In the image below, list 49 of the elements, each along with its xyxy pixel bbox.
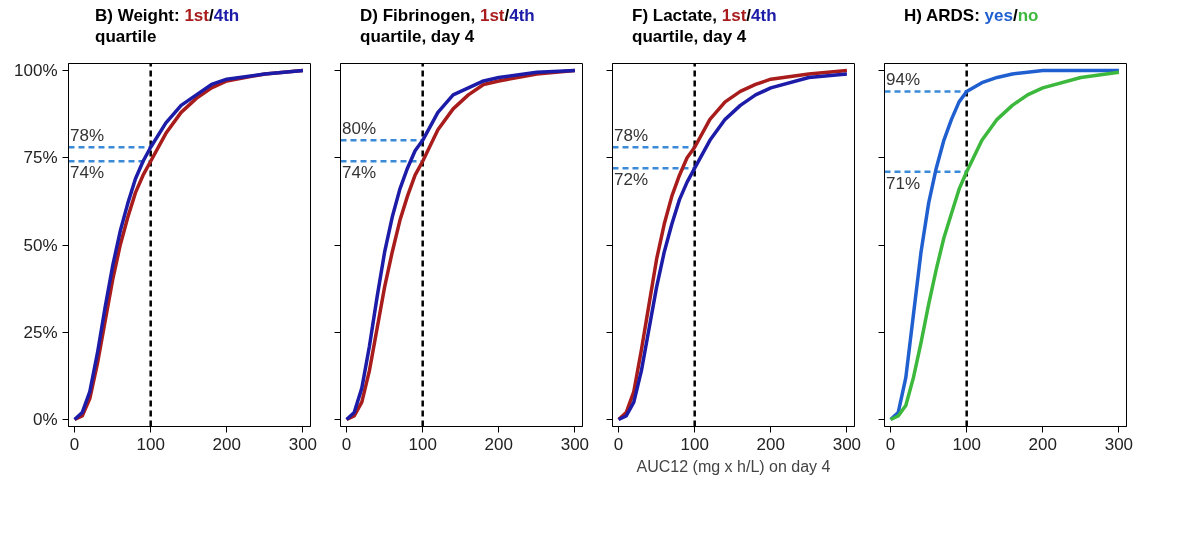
chart-title: H) ARDS: [904,6,980,25]
x-tick-label: 300 [560,434,590,454]
x-tick-label: 100 [952,434,981,454]
x-tick-label: 100 [408,434,437,454]
ref-line-label: 74% [70,163,105,183]
y-tick-label: 25% [23,322,58,342]
chart-title: B) Weight: [95,6,180,25]
x-tick-label: 100 [136,434,165,454]
text: 4th [751,6,777,25]
text: 4th [213,6,240,25]
text: 4th [509,6,535,25]
text: / [746,6,752,25]
ref-line-label: 78% [70,126,105,146]
x-tick-label: 0 [341,434,352,454]
x-tick-label: 200 [484,434,513,454]
ref-line-label: 78% [614,126,649,146]
x-axis-title: AUC12 (mg x h/L) on day 4 [636,457,831,475]
chart-subtitle: quartile, day 4 [360,27,475,46]
text: yes [984,6,1013,25]
x-tick-label: 0 [613,434,624,454]
text: / [1012,6,1018,25]
text: no [1017,6,1039,25]
chart-title: D) Fibrinogen, [360,6,476,25]
x-tick-label: 100 [680,434,709,454]
y-tick-label: 0% [32,410,58,430]
ref-line-label: 72% [614,170,649,190]
y-tick-label: 75% [23,148,58,168]
text: 1st [721,6,747,25]
y-tick-label: 100% [14,60,58,80]
ref-line-label: 71% [886,173,921,193]
ref-line-label: 80% [342,119,377,139]
x-tick-label: 200 [212,434,241,454]
x-tick-label: 300 [288,434,318,454]
chart-subtitle: quartile [95,27,157,46]
chart-subtitle: quartile, day 4 [632,27,747,46]
x-tick-label: 200 [1028,434,1057,454]
chart-title: F) Lactate, [632,6,718,25]
x-tick-label: 300 [1104,434,1134,454]
x-tick-label: 0 [69,434,80,454]
text: / [504,6,510,25]
text: / [208,6,214,25]
y-tick-label: 50% [23,235,58,255]
x-tick-label: 200 [756,434,785,454]
text: 1st [479,6,505,25]
ref-line-label: 74% [342,163,377,183]
x-tick-label: 300 [832,434,862,454]
ref-line-label: 94% [886,70,921,90]
x-tick-label: 0 [885,434,896,454]
text: 1st [184,6,209,25]
